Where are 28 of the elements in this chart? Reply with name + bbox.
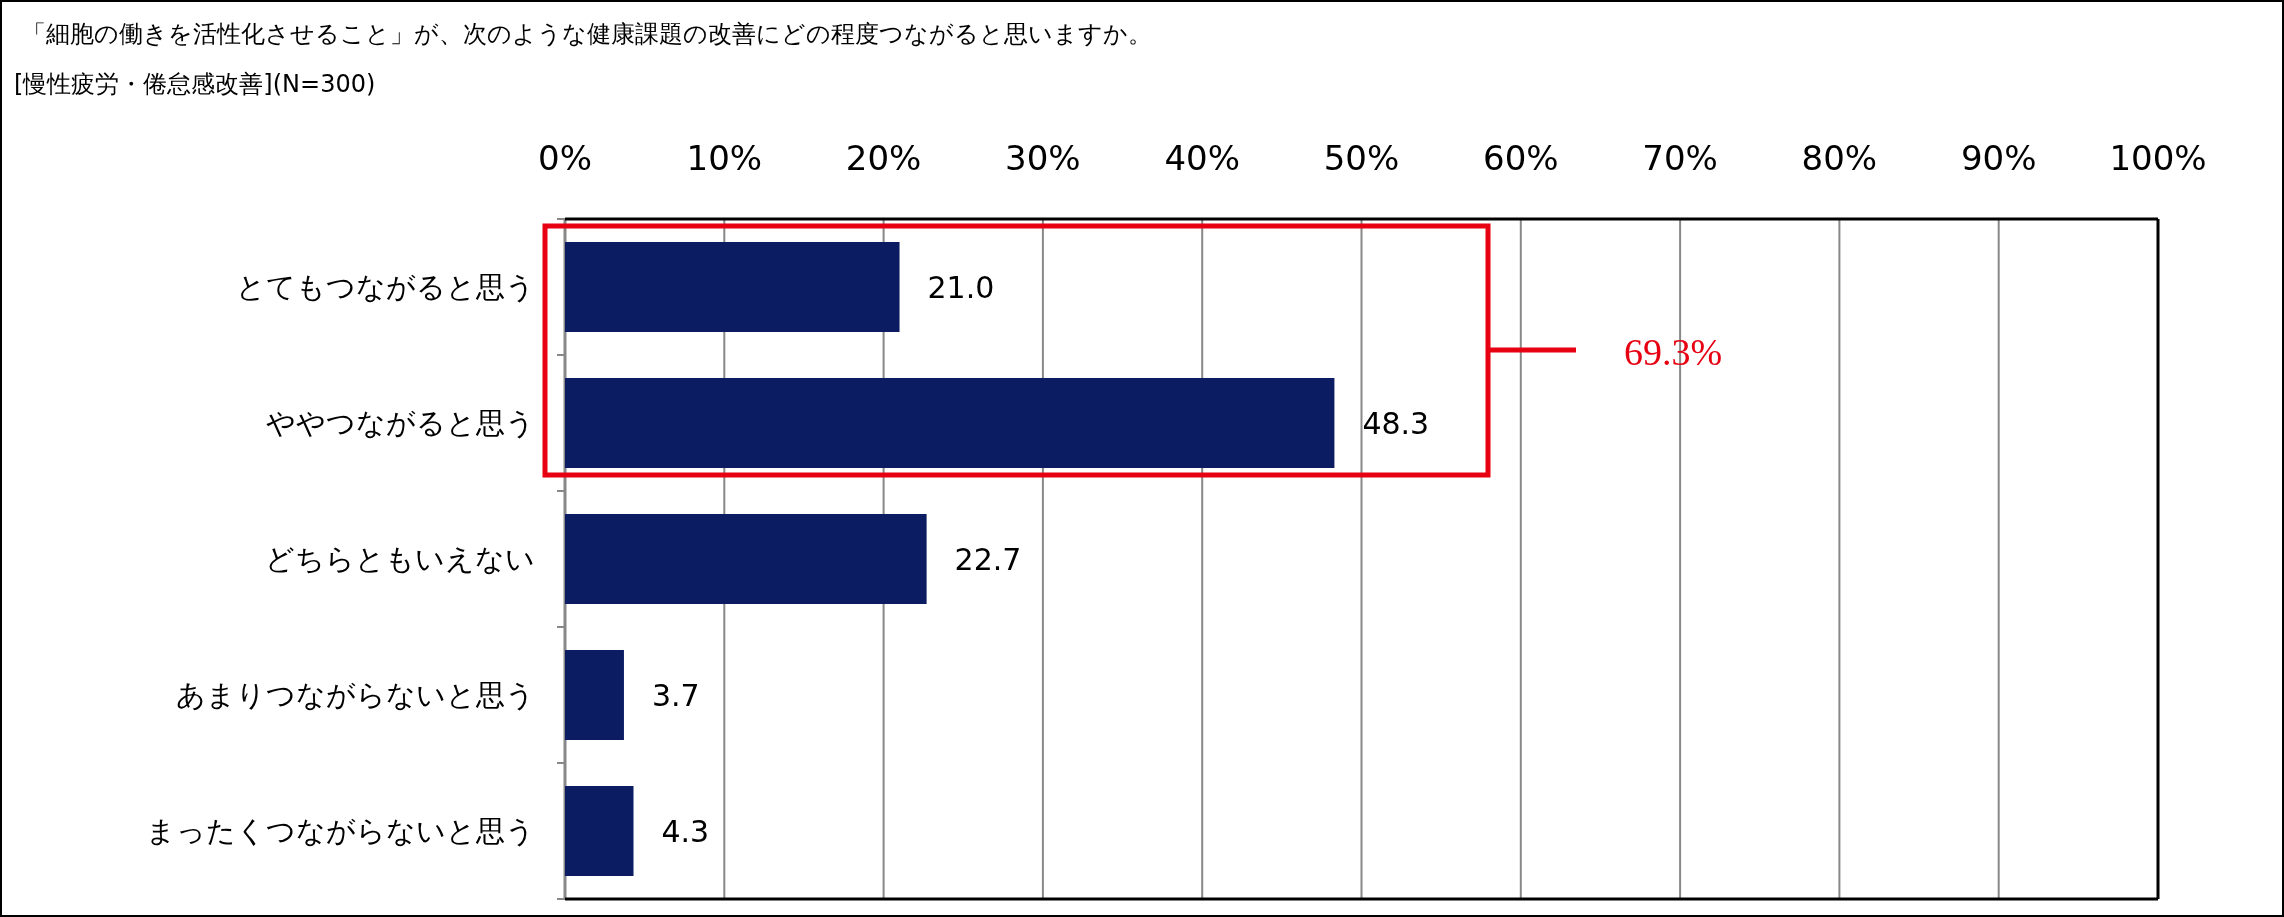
bar [565, 242, 900, 332]
y-tick-label: ややつながると思う [266, 406, 535, 440]
y-tick-label: まったくつながらないと思う [146, 814, 535, 848]
y-tick-label: どちらともいえない [265, 542, 535, 576]
y-tick-label: あまりつながらないと思う [176, 678, 535, 712]
bar [565, 514, 927, 604]
x-tick-label: 50% [1323, 138, 1400, 178]
y-tick-label: とてもつながると思う [236, 270, 535, 304]
bar [565, 650, 624, 740]
x-tick-label: 100% [2109, 138, 2207, 178]
annotation: 69.3% [1624, 331, 1723, 373]
data-label: 4.3 [661, 814, 710, 849]
data-label: 3.7 [651, 678, 700, 713]
chart-title: 「細胞の働きを活性化させること」が、次のような健康課題の改善にどの程度つながると思いますか。 [22, 20, 1152, 48]
x-tick-label: 30% [1005, 138, 1081, 178]
x-tick-label: 10% [686, 138, 763, 178]
x-tick-label: 70% [1642, 138, 1718, 178]
data-label: 21.0 [927, 270, 995, 305]
x-tick-label: 20% [845, 138, 922, 178]
x-tick-label: 60% [1483, 138, 1559, 178]
x-tick-label: 90% [1960, 138, 2037, 178]
data-label: 48.3 [1362, 406, 1430, 441]
bar [565, 786, 634, 876]
x-tick-label: 80% [1801, 138, 1878, 178]
x-tick-label: 0% [538, 138, 592, 178]
data-label: 22.7 [954, 542, 1022, 577]
x-tick-label: 40% [1164, 138, 1240, 178]
text: [慢性疲労・倦怠感改善](N=300) [14, 70, 376, 98]
